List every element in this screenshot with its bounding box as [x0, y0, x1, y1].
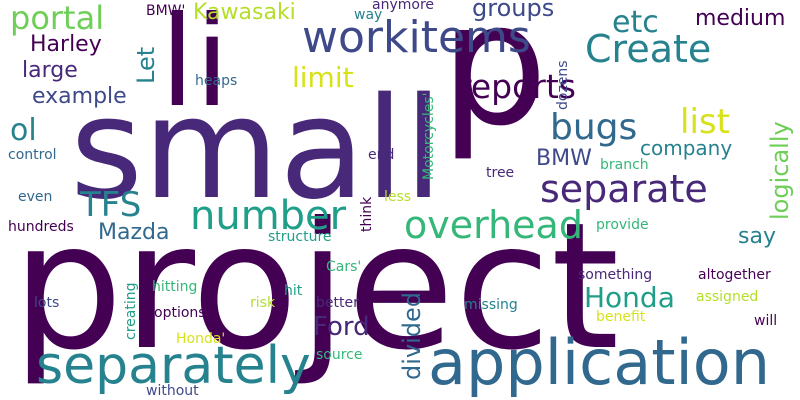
word-missing: missing [464, 297, 518, 313]
word-source: source [316, 347, 363, 363]
word-control: control [8, 147, 57, 163]
word-motorcycles-q: Motorcycles' [421, 92, 437, 180]
word-honda-q: Honda' [176, 331, 226, 347]
word-company: company [640, 136, 733, 160]
word-kawasaki: Kawasaki [193, 0, 296, 25]
word-lots: lots [34, 295, 60, 311]
word-think: think [359, 196, 375, 232]
word-etc: etc [612, 5, 659, 40]
word-number: number [190, 193, 347, 239]
word-altogether: altogether [698, 267, 771, 283]
word-assigned: assigned [696, 289, 759, 305]
word-bugs: bugs [550, 107, 638, 148]
word-portal: portal [10, 0, 105, 37]
word-even: even [18, 189, 53, 205]
word-groups: groups [472, 0, 555, 22]
word-list: list [680, 102, 730, 142]
word-ford: Ford [313, 312, 370, 342]
word-application: application [428, 326, 770, 399]
word-tfs: TFS [80, 185, 142, 225]
word-tree: tree [486, 165, 515, 181]
word-medium: medium [695, 6, 786, 31]
word-creating: creating [123, 282, 139, 340]
word-bmw: BMW [536, 146, 592, 171]
word-mazda: Mazda [98, 220, 170, 245]
word-bmw-q: BMW' [146, 3, 186, 19]
word-end: end [368, 147, 395, 163]
word-structure: structure [268, 229, 332, 245]
word-anymore: anymore [372, 0, 435, 13]
word-branch: branch [600, 157, 649, 173]
word-p: p [440, 0, 548, 164]
word-hundreds: hundreds [8, 219, 74, 235]
word-honda: Honda [584, 281, 675, 314]
word-without: without [146, 383, 199, 399]
word-small: small [70, 68, 443, 231]
word-project: project [12, 186, 620, 389]
word-divided: divided [398, 291, 426, 380]
word-large: large [22, 58, 78, 83]
word-reports: reports [458, 67, 576, 106]
word-provide: provide [596, 217, 649, 233]
word-example: example [32, 84, 127, 109]
word-ol: ol [10, 113, 37, 148]
word-limit: limit [292, 61, 354, 94]
word-create: Create [585, 27, 712, 71]
word-separately: separately [36, 336, 311, 396]
word-workitems: workitems [302, 12, 531, 63]
word-overhead: overhead [404, 203, 583, 247]
word-dozens: dozens [555, 60, 571, 110]
word-less: less [384, 189, 412, 205]
word-let: Let [132, 46, 160, 84]
word-benefit: benefit [596, 309, 646, 325]
word-cars-q: Cars' [326, 259, 362, 275]
word-something: something [578, 267, 653, 283]
word-logically: logically [766, 121, 794, 220]
word-options: options [154, 305, 206, 321]
word-li: li [160, 0, 230, 135]
word-say: say [738, 224, 776, 249]
word-harley: Harley [30, 32, 102, 57]
word-heaps: heaps [195, 73, 238, 89]
word-risk: risk [250, 295, 276, 311]
word-better: better [316, 295, 359, 311]
word-hitting: hitting [152, 279, 198, 295]
word-will: will [754, 313, 778, 329]
word-way: way [354, 7, 383, 23]
word-separate: separate [540, 167, 708, 211]
word-hit: hit [284, 283, 303, 299]
